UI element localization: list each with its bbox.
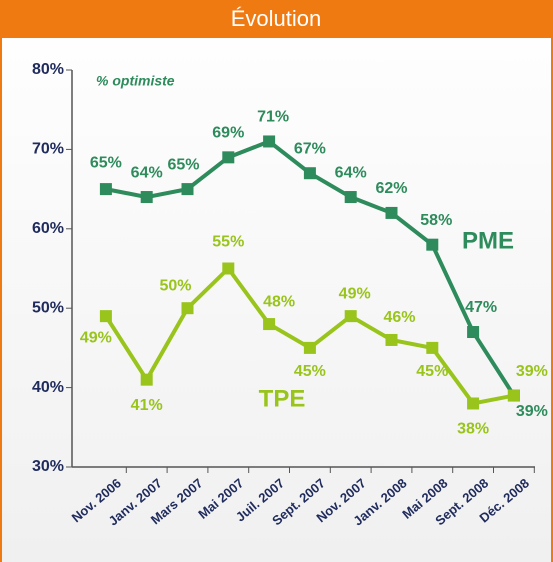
data-point [181,302,194,315]
data-label: 39% [516,363,548,380]
data-point [303,167,316,180]
subtitle: % optimiste [96,73,175,89]
y-tick-label: 50% [32,299,64,316]
data-label: 45% [416,363,448,380]
data-point [222,151,235,164]
data-point [507,389,520,402]
data-label: 58% [420,212,452,229]
data-point [467,326,480,339]
data-label: 49% [80,329,112,346]
data-point [140,373,153,386]
data-point [385,206,398,219]
header-bar [0,0,553,38]
data-point [181,183,194,196]
data-point [344,191,357,204]
data-label: 71% [257,109,289,126]
chart-title: Évolution [231,6,322,31]
data-label: 69% [212,125,244,142]
data-label: 50% [159,277,191,294]
series-name: TPE [259,385,306,412]
data-point [426,341,439,354]
data-label: 64% [335,164,367,181]
data-point [426,238,439,251]
data-point [263,318,276,331]
data-label: 64% [131,164,163,181]
data-point [344,310,357,323]
data-point [263,135,276,148]
data-point [99,183,112,196]
data-label: 38% [457,421,489,438]
data-label: 39% [516,403,548,420]
y-tick-label: 70% [32,141,64,158]
data-point [140,191,153,204]
data-point [303,341,316,354]
data-point [222,262,235,275]
data-label: 49% [339,285,371,302]
data-label: 45% [294,363,326,380]
data-label: 67% [294,140,326,157]
data-point [467,397,480,410]
y-tick-label: 80% [32,61,64,78]
series-name: PME [462,227,514,254]
data-label: 65% [90,154,122,171]
data-point [385,333,398,346]
data-label: 48% [263,293,295,310]
data-point [99,310,112,323]
y-tick-label: 40% [32,379,64,396]
data-label: 65% [167,156,199,173]
y-tick-label: 30% [32,458,64,475]
data-label: 62% [375,180,407,197]
data-label: 46% [383,309,415,326]
data-label: 41% [131,397,163,414]
y-tick-label: 60% [32,220,64,237]
data-label: 47% [465,299,497,316]
data-label: 55% [212,234,244,251]
